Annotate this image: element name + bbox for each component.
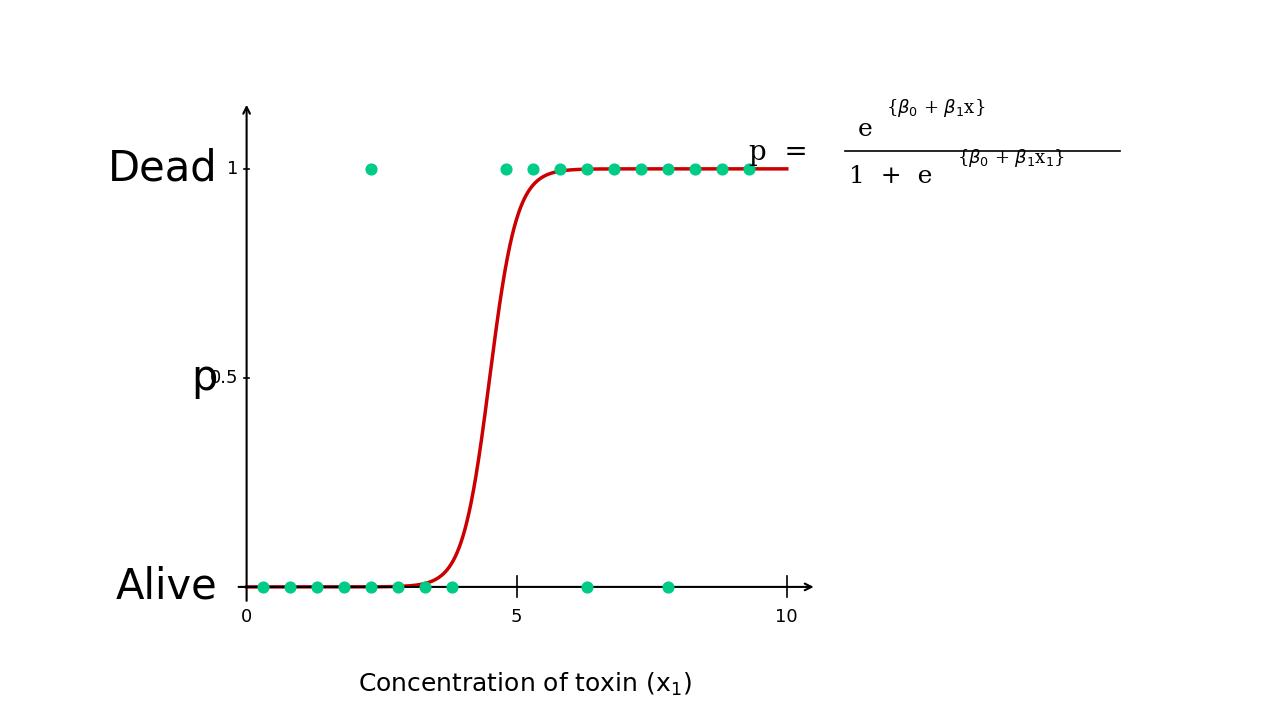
- Text: 1  +  e: 1 + e: [849, 165, 932, 188]
- Point: [631, 163, 652, 175]
- Text: Alive: Alive: [116, 566, 218, 608]
- Point: [279, 581, 300, 593]
- Point: [442, 581, 462, 593]
- Text: e: e: [858, 118, 873, 141]
- Text: 5: 5: [511, 608, 522, 626]
- Text: {$\beta_0$ + $\beta_1$x$_1$}: {$\beta_0$ + $\beta_1$x$_1$}: [957, 148, 1065, 169]
- Point: [658, 163, 678, 175]
- Point: [334, 581, 355, 593]
- Point: [549, 163, 570, 175]
- Point: [577, 163, 598, 175]
- Point: [739, 163, 759, 175]
- Point: [495, 163, 516, 175]
- Text: 10: 10: [776, 608, 799, 626]
- Point: [685, 163, 705, 175]
- Point: [658, 581, 678, 593]
- Point: [577, 581, 598, 593]
- Text: Dead: Dead: [108, 148, 218, 190]
- Point: [604, 163, 625, 175]
- Text: 0: 0: [241, 608, 252, 626]
- Point: [415, 581, 435, 593]
- Text: p: p: [191, 357, 218, 399]
- Point: [252, 581, 273, 593]
- Text: 1: 1: [227, 160, 238, 178]
- Text: {$\beta_0$ + $\beta_1$x}: {$\beta_0$ + $\beta_1$x}: [886, 97, 986, 119]
- Point: [361, 163, 381, 175]
- Text: p  =: p =: [749, 140, 808, 166]
- Point: [361, 581, 381, 593]
- Text: 0.5: 0.5: [210, 369, 238, 387]
- Point: [307, 581, 328, 593]
- Point: [712, 163, 732, 175]
- Point: [388, 581, 408, 593]
- Text: Concentration of toxin (x$_1$): Concentration of toxin (x$_1$): [358, 670, 691, 698]
- Point: [522, 163, 543, 175]
